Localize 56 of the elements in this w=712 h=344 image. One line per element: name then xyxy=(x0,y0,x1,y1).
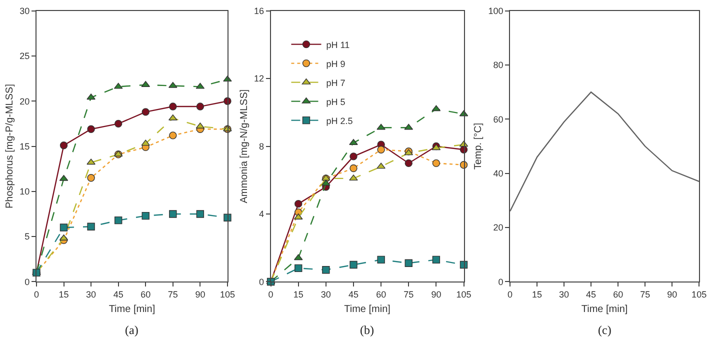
text: (a) xyxy=(125,323,138,337)
legend-label: pH 9 xyxy=(326,58,346,69)
legend-label: pH 11 xyxy=(326,40,350,50)
x-tick-label: 105 xyxy=(220,290,235,300)
x-tick-label: 90 xyxy=(195,290,206,300)
x-axis-title: Time [min] xyxy=(581,304,628,316)
x-tick-label: 60 xyxy=(613,290,624,300)
y-tick-label: 40 xyxy=(493,168,504,179)
x-tick-label: 0 xyxy=(34,290,39,300)
x-tick-label: 75 xyxy=(640,290,650,300)
text: (c) xyxy=(598,323,612,337)
text: (b) xyxy=(360,323,374,337)
y-tick-label: 20 xyxy=(20,96,30,106)
y-tick-label: 10 xyxy=(20,186,30,197)
y-tick-label: 16 xyxy=(254,6,264,16)
x-tick-label: 45 xyxy=(113,290,124,300)
legend-label: pH 2.5 xyxy=(326,116,353,126)
legend-label: pH 5 xyxy=(326,96,346,107)
x-tick-label: 15 xyxy=(293,290,304,300)
x-tick-label: 105 xyxy=(456,290,472,300)
y-axis-title: Phosphorus [mg-P/g-MLSS] xyxy=(4,84,16,209)
x-tick-label: 0 xyxy=(508,290,513,300)
y-tick-label: 5 xyxy=(24,232,30,242)
y-tick-label: 25 xyxy=(20,51,30,62)
x-tick-label: 90 xyxy=(667,290,678,300)
x-tick-label: 15 xyxy=(532,290,542,300)
x-tick-label: 45 xyxy=(586,290,596,300)
y-tick-label: 0 xyxy=(498,276,504,287)
x-axis-title: Time [min] xyxy=(108,304,156,316)
y-axis-title: Temp. [°C] xyxy=(473,122,484,170)
y-tick-label: 8 xyxy=(258,141,264,152)
x-tick-label: 45 xyxy=(348,290,359,300)
x-tick-label: 75 xyxy=(404,290,414,300)
x-tick-label: 30 xyxy=(559,290,570,300)
y-tick-label: 30 xyxy=(20,6,30,16)
x-axis-title: Time [min] xyxy=(344,304,391,316)
y-tick-label: 20 xyxy=(493,222,504,233)
x-tick-label: 30 xyxy=(320,290,331,300)
y-tick-label: 12 xyxy=(254,74,264,84)
y-tick-label: 100 xyxy=(488,6,504,16)
y-axis-title: Ammonia [mg-N/g-MLSS] xyxy=(238,89,250,204)
legend-label: pH 7 xyxy=(326,78,346,88)
x-tick-label: 60 xyxy=(140,290,151,300)
y-tick-label: 15 xyxy=(20,141,30,152)
x-tick-label: 60 xyxy=(376,290,386,300)
y-tick-label: 0 xyxy=(258,276,264,287)
y-tick-label: 60 xyxy=(493,114,504,124)
x-tick-label: 0 xyxy=(268,290,274,300)
x-tick-label: 90 xyxy=(431,290,442,300)
x-tick-label: 105 xyxy=(692,290,707,300)
y-tick-label: 4 xyxy=(258,209,264,220)
x-tick-label: 30 xyxy=(86,290,96,300)
x-tick-label: 15 xyxy=(58,290,69,300)
y-tick-label: 80 xyxy=(493,60,504,70)
x-tick-label: 75 xyxy=(168,290,178,300)
y-tick-label: 0 xyxy=(24,276,30,287)
